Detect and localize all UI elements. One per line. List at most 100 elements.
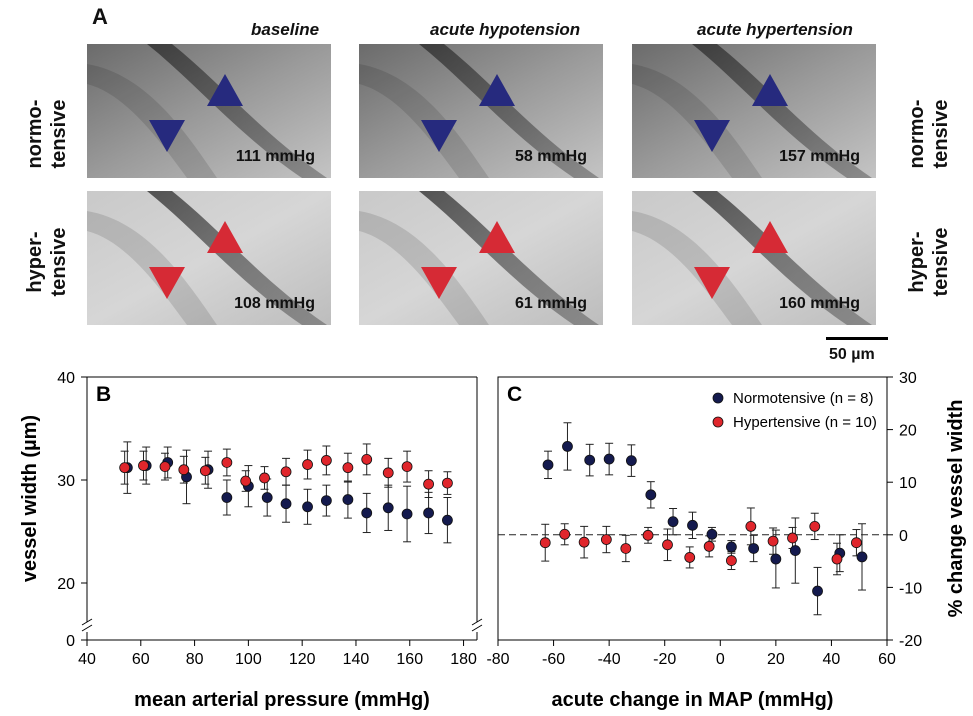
scale-bar-label: 50 µm (829, 346, 875, 363)
hypertensive-point (662, 539, 673, 551)
normotensive-point (789, 545, 801, 556)
triangle-down-marker-icon (149, 120, 185, 152)
triangle-down-marker-icon (421, 267, 457, 299)
hypertensive-point (280, 466, 292, 478)
micrograph-normotensive-hypotension: 58 mmHg (359, 44, 603, 178)
hypertensive-point (240, 475, 252, 487)
x-tick-label: 180 (450, 651, 477, 668)
row-label-line2: tensive (930, 99, 952, 169)
axis-break-mark (471, 618, 483, 626)
x-tick-label: -60 (542, 651, 565, 668)
y-tick-label: -10 (899, 580, 922, 597)
axis-break-mark (81, 618, 93, 626)
x-tick-label: 60 (878, 651, 896, 668)
micrograph-normotensive-baseline: 111 mmHg (87, 44, 331, 178)
pressure-label: 157 mmHg (779, 148, 860, 165)
x-tick-label: 80 (186, 651, 204, 668)
row-label-normotensive-right: normo- tensive (905, 79, 953, 189)
x-tick-label: -20 (653, 651, 676, 668)
condition-label-hypotension: acute hypotension (430, 20, 581, 39)
hypertensive-point (320, 455, 332, 466)
hypertensive-point (787, 532, 798, 544)
panel-a-letter: A (92, 4, 108, 29)
row-label-line1: hyper- (24, 231, 46, 293)
micrograph-hypertensive-baseline: 108 mmHg (87, 191, 331, 325)
hypertensive-point (559, 528, 571, 540)
vessel-markers (149, 221, 243, 299)
y-tick-label: 40 (57, 370, 75, 387)
hypertensive-point (423, 478, 434, 490)
hypertensive-point (831, 553, 843, 565)
normotensive-point (562, 441, 573, 452)
legend-marker-hypertensive (712, 416, 724, 428)
normotensive-point (667, 516, 679, 528)
x-tick-label: 0 (716, 651, 725, 668)
normotensive-point (423, 507, 434, 519)
x-tick-label: 120 (289, 651, 316, 668)
triangle-up-marker-icon (752, 74, 788, 106)
hypertensive-point (600, 534, 612, 545)
x-tick-label: 20 (767, 651, 785, 668)
row-label-line2: tensive (48, 99, 70, 169)
normotensive-point (748, 543, 760, 554)
normotensive-point (221, 492, 233, 503)
hypertensive-point (809, 520, 821, 532)
triangle-up-marker-icon (479, 221, 515, 253)
y-tick-label: 20 (57, 576, 75, 593)
pressure-label: 108 mmHg (234, 295, 315, 312)
x-tick-label: 40 (823, 651, 841, 668)
normotensive-point (584, 454, 596, 466)
row-label-hypertensive-left: hyper- tensive (23, 207, 71, 317)
micrograph-hypertensive-hypertension: 160 mmHg (632, 191, 876, 325)
legend-label-normotensive: Normotensive (n = 8) (733, 390, 873, 407)
hypertensive-point (401, 461, 413, 473)
hypertensive-point (199, 465, 211, 477)
normotensive-point (280, 498, 292, 510)
row-label-hypertensive-right: hyper- tensive (905, 207, 953, 317)
normotensive-point (687, 519, 698, 531)
hypertensive-point (745, 520, 757, 532)
vessel-markers (421, 221, 515, 299)
panel-b-x-axis-title: mean arterial pressure (mmHg) (134, 689, 430, 711)
row-label-line1: normo- (24, 99, 46, 169)
panel-c-letter: C (507, 383, 522, 406)
normotensive-point (261, 492, 273, 503)
axis-break-mark (81, 624, 93, 632)
hypertensive-point (119, 462, 131, 474)
hypertensive-point (259, 472, 270, 484)
hypertensive-point (138, 460, 149, 471)
triangle-down-marker-icon (694, 267, 730, 299)
x-tick-label: 60 (132, 651, 150, 668)
hypertensive-point (361, 454, 373, 465)
normotensive-point (320, 495, 332, 507)
x-tick-label: 160 (396, 651, 423, 668)
normotensive-point (625, 455, 637, 467)
panel-c-y-axis-title: % change vessel width (945, 400, 967, 618)
legend-marker-normotensive (712, 392, 724, 404)
hypertensive-point (767, 535, 779, 547)
normotensive-point (442, 514, 453, 526)
vessel-markers (421, 74, 515, 152)
x-tick-label: -40 (598, 651, 621, 668)
triangle-up-marker-icon (207, 221, 243, 253)
hypertensive-point (726, 555, 737, 566)
triangle-down-marker-icon (421, 120, 457, 152)
scale-bar (826, 337, 888, 340)
hypertensive-point (851, 537, 862, 549)
triangle-down-marker-icon (694, 120, 730, 152)
hypertensive-point (684, 552, 696, 563)
row-label-line2: tensive (930, 227, 952, 297)
y-tick-label: 20 (899, 423, 917, 440)
normotensive-point (542, 459, 554, 471)
micrograph-normotensive-hypertension: 157 mmHg (632, 44, 876, 178)
normotensive-point (603, 453, 615, 465)
pressure-label: 160 mmHg (779, 295, 860, 312)
x-tick-label: 40 (78, 651, 96, 668)
normotensive-point (726, 541, 737, 553)
hypertensive-point (442, 477, 453, 489)
row-label-normotensive-left: normo- tensive (23, 79, 71, 189)
normotensive-point (856, 551, 868, 563)
vessel-markers (694, 74, 788, 152)
y-tick-label: 10 (899, 475, 917, 492)
